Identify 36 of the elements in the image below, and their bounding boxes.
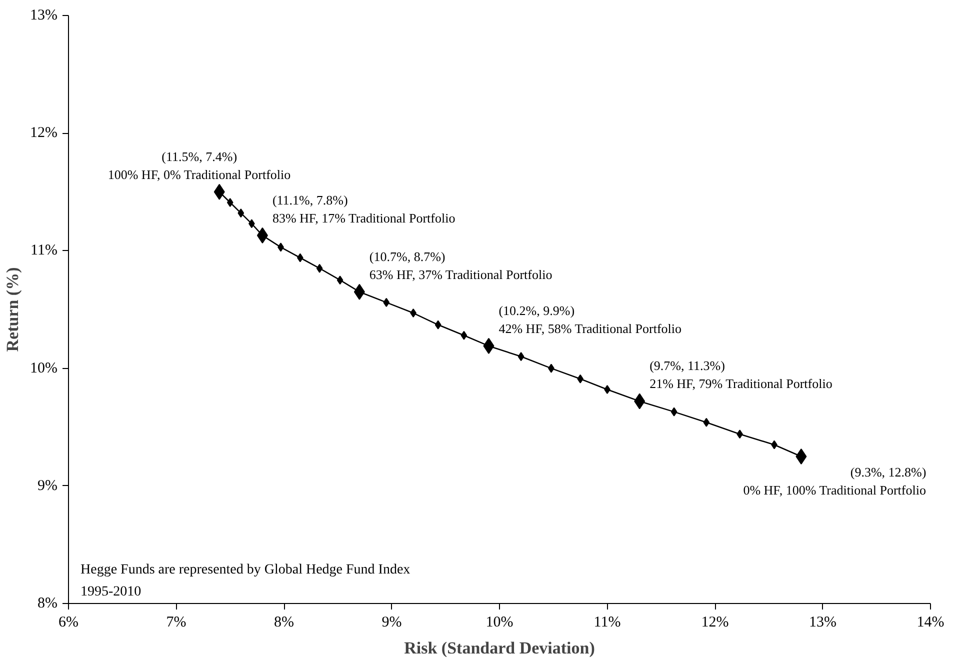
x-tick-label: 8% (274, 614, 294, 630)
point (434, 320, 442, 330)
x-tick-label: 9% (382, 614, 402, 630)
point (460, 330, 468, 340)
point (336, 276, 344, 285)
annotation: (10.7%, 8.7%) 63% HF, 37% Traditional Portfolio (369, 248, 552, 282)
annotation: Hegge Funds are represented by Global Hedge Fund Index 1995-2010 (80, 562, 410, 600)
point (296, 253, 304, 262)
annotation: (10.2%, 9.9%) 42% HF, 58% Traditional Portfolio (498, 302, 682, 336)
point (383, 298, 390, 307)
annotation: (11.1%, 7.8%) 83% HF, 17% Traditional Portfolio (272, 192, 456, 226)
point (316, 264, 323, 273)
x-tick-label: 11% (594, 614, 621, 630)
annotation: (9.7%, 11.3%) 21% HF, 79% Traditional Portfolio (650, 358, 832, 392)
point (796, 448, 807, 464)
y-tick-label: 12% (30, 125, 58, 142)
point (518, 352, 524, 362)
x-tick-label: 13% (809, 614, 836, 630)
x-tick-label: 7% (166, 614, 186, 630)
x-tick-label: 6% (58, 614, 78, 630)
annotation: (9.3%, 12.8%) 0% HF, 100% Traditional Portfolio (743, 464, 926, 498)
x-tick-label: 14% (916, 614, 944, 630)
point (238, 208, 244, 218)
y-tick-label: 8% (38, 596, 58, 612)
x-tick-label: 10% (486, 614, 514, 630)
point (670, 407, 678, 416)
y-tick-label: 13% (30, 8, 58, 24)
point (226, 198, 234, 207)
x-tick-label: 12% (701, 614, 729, 630)
y-tick-label: 9% (38, 478, 58, 494)
point (703, 418, 710, 427)
annotation: (11.5%, 7.4%) 100% HF, 0% Traditional Portfolio (108, 148, 291, 182)
x-axis-title: Risk (Standard Deviation) (404, 638, 595, 658)
y-axis-title: Return (%) (3, 267, 22, 352)
y-tick-label: 11% (30, 242, 58, 259)
y-tick-label: 10% (30, 360, 58, 376)
